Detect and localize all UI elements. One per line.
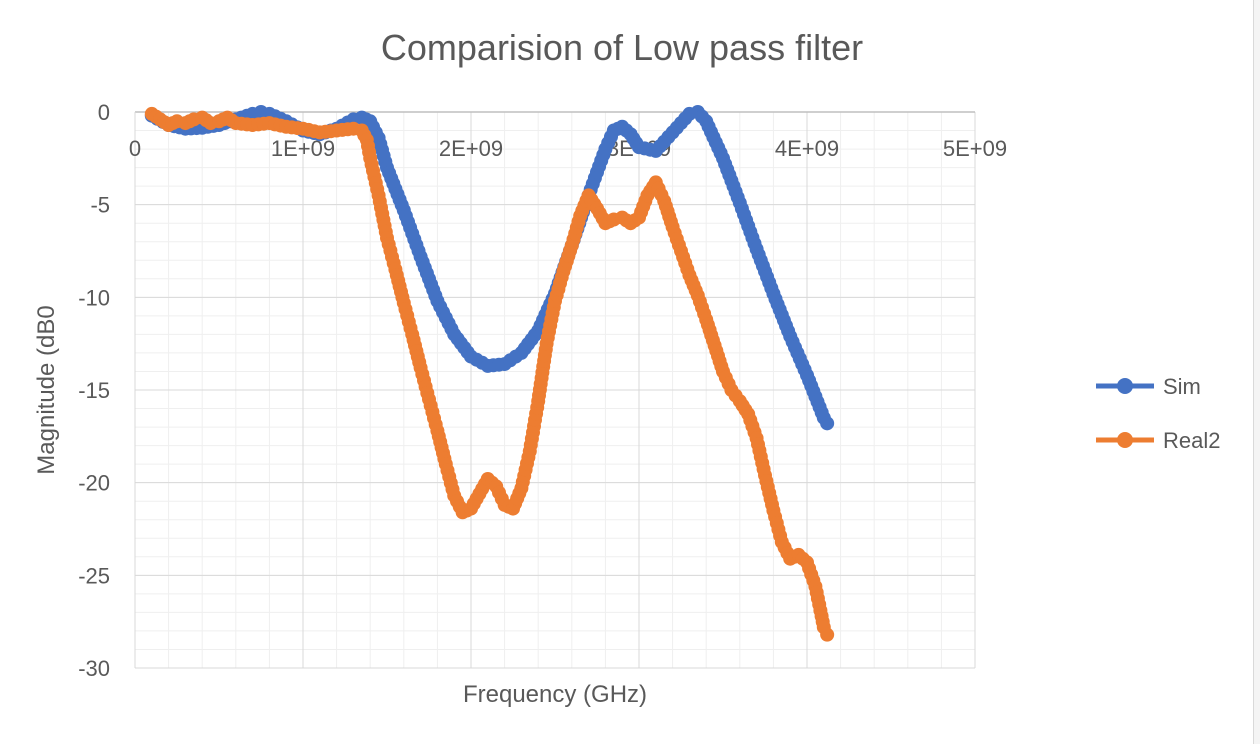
series-group bbox=[144, 105, 835, 642]
x-tick-label: 5E+09 bbox=[943, 136, 1007, 161]
y-axis-title: Magnitude (dB0 bbox=[33, 305, 60, 474]
chart-title: Comparision of Low pass filter bbox=[381, 27, 863, 68]
y-tick-label: -25 bbox=[78, 563, 110, 588]
legend-label-real2: Real2 bbox=[1163, 428, 1220, 453]
x-tick-label: 0 bbox=[129, 136, 141, 161]
legend-item-real2[interactable]: Real2 bbox=[1096, 428, 1220, 453]
gridlines bbox=[134, 111, 976, 669]
y-tick-label: -10 bbox=[78, 285, 110, 310]
y-tick-label: -5 bbox=[90, 193, 110, 218]
y-tick-labels: 0 -5 -10 -15 -20 -25 -30 bbox=[78, 100, 110, 681]
legend-label-sim: Sim bbox=[1163, 374, 1201, 399]
legend-marker-sim bbox=[1117, 378, 1133, 394]
legend-item-sim[interactable]: Sim bbox=[1096, 374, 1201, 399]
chart-frame-edge bbox=[1253, 0, 1260, 744]
x-tick-label: 4E+09 bbox=[775, 136, 839, 161]
x-tick-label: 1E+09 bbox=[271, 136, 335, 161]
legend: Sim Real2 bbox=[1096, 374, 1220, 453]
x-tick-label: 2E+09 bbox=[439, 136, 503, 161]
y-tick-label: 0 bbox=[98, 100, 110, 125]
y-tick-label: -15 bbox=[78, 378, 110, 403]
x-axis-title: Frequency (GHz) bbox=[463, 681, 647, 708]
data-point-sim bbox=[820, 416, 835, 431]
y-tick-label: -30 bbox=[78, 656, 110, 681]
legend-marker-real2 bbox=[1117, 432, 1133, 448]
series-real2 bbox=[144, 106, 835, 642]
y-tick-label: -20 bbox=[78, 471, 110, 496]
data-point-real2 bbox=[820, 627, 835, 642]
